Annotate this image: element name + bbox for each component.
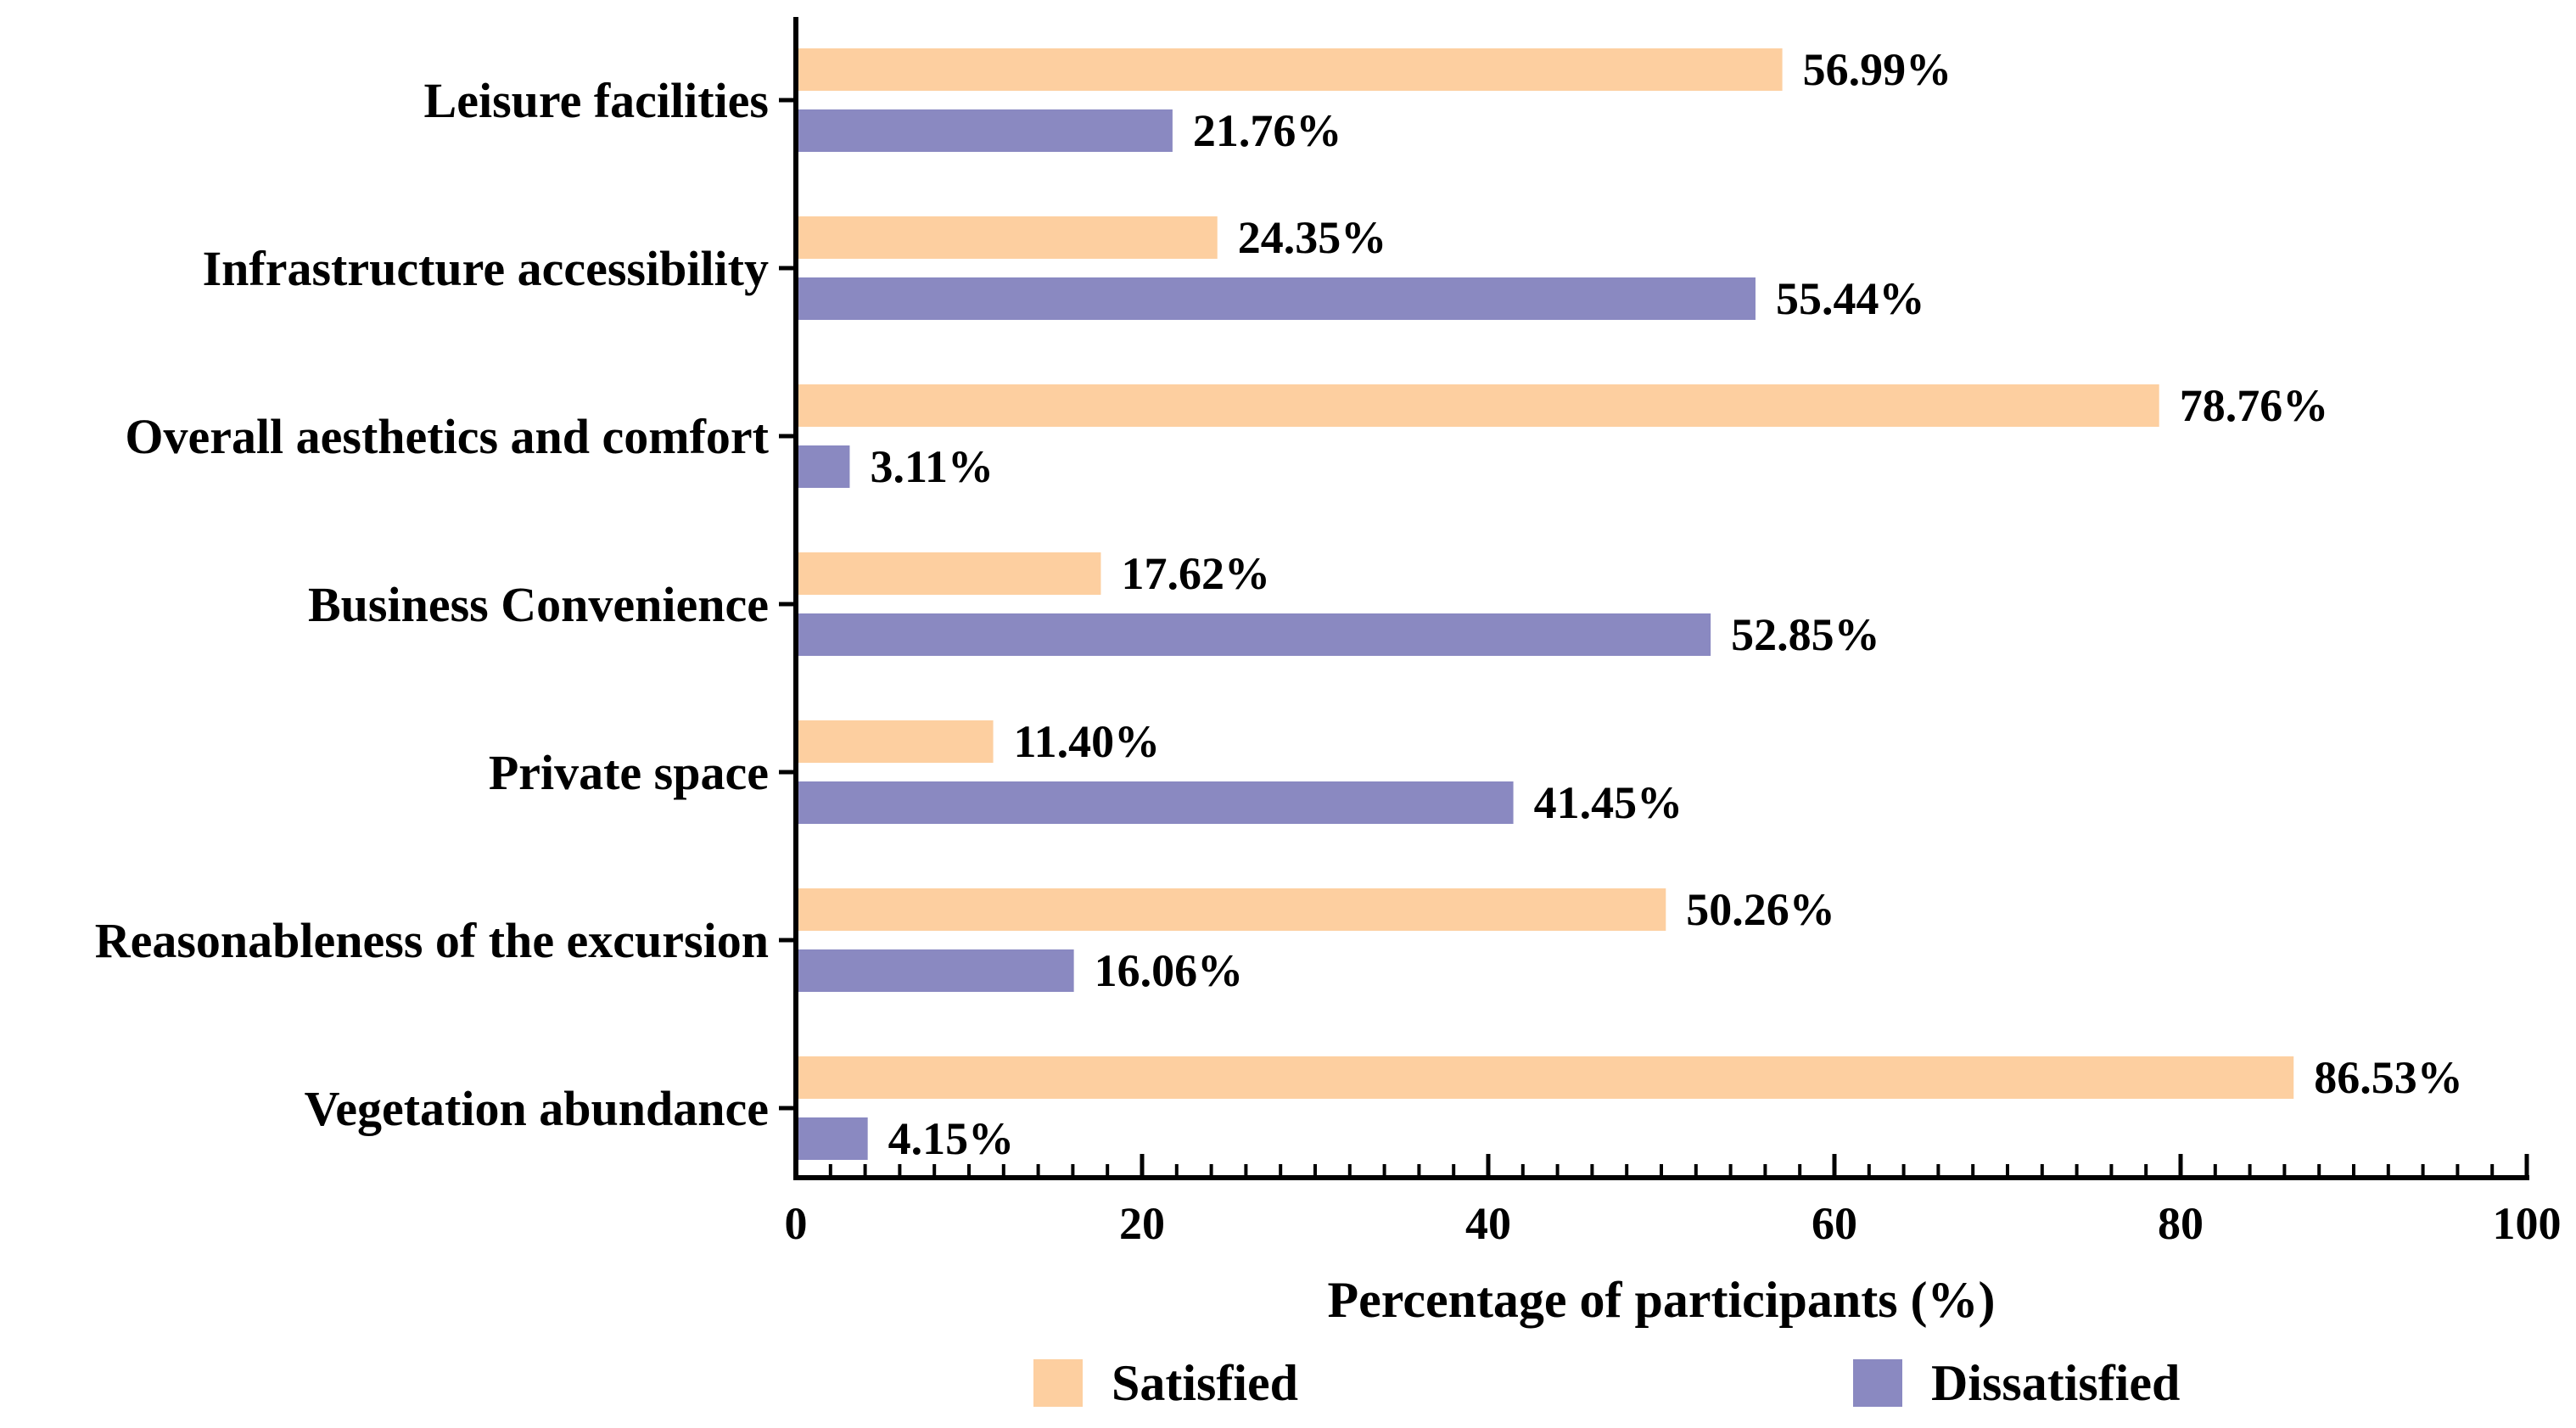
- category-label-5: Reasonableness of the excursion: [95, 913, 769, 968]
- x-tick-label-4: 80: [2158, 1198, 2204, 1249]
- value-label-dissatisfied-6: 4.15%: [888, 1113, 1015, 1164]
- category-labels-layer: Leisure facilities Infrastructure accessi…: [95, 73, 770, 1136]
- tick-labels-layer: 0 20 40 60 80 100: [785, 1198, 2562, 1249]
- value-labels-layer: 56.99% 21.76% 24.35% 55.44% 78.76% 3.11% 17.62…: [870, 44, 2462, 1164]
- category-label-1: Infrastructure accessibility: [203, 241, 769, 296]
- x-tick-label-5: 100: [2493, 1198, 2562, 1249]
- legend: Satisfied Dissatisfied: [1033, 1355, 2180, 1411]
- x-tick-label-2: 40: [1465, 1198, 1511, 1249]
- value-label-dissatisfied-2: 3.11%: [870, 441, 994, 492]
- bars-layer: [796, 48, 2294, 1160]
- value-label-dissatisfied-3: 52.85%: [1731, 609, 1880, 660]
- legend-swatch-dissatisfied: [1853, 1359, 1902, 1407]
- value-label-dissatisfied-1: 55.44%: [1776, 273, 1925, 324]
- bar-dissatisfied-6: [796, 1117, 868, 1160]
- axes-layer: [779, 17, 2529, 1180]
- bar-dissatisfied-0: [796, 109, 1173, 152]
- legend-label-satisfied: Satisfied: [1112, 1355, 1298, 1411]
- value-label-dissatisfied-0: 21.76%: [1193, 105, 1342, 156]
- bar-satisfied-1: [796, 216, 1218, 259]
- bar-satisfied-3: [796, 552, 1101, 595]
- bar-dissatisfied-1: [796, 277, 1756, 320]
- value-label-satisfied-3: 17.62%: [1121, 548, 1270, 599]
- legend-label-dissatisfied: Dissatisfied: [1931, 1355, 2180, 1411]
- category-label-3: Business Convenience: [308, 577, 769, 632]
- x-tick-label-1: 20: [1119, 1198, 1165, 1249]
- bar-satisfied-5: [796, 888, 1666, 931]
- category-label-0: Leisure facilities: [424, 73, 769, 128]
- legend-swatch-satisfied: [1033, 1359, 1083, 1407]
- value-label-satisfied-4: 11.40%: [1014, 716, 1161, 767]
- value-label-dissatisfied-4: 41.45%: [1534, 777, 1683, 828]
- category-label-4: Private space: [489, 745, 769, 800]
- bar-dissatisfied-5: [796, 949, 1074, 992]
- bar-satisfied-6: [796, 1056, 2294, 1099]
- x-tick-label-3: 60: [1812, 1198, 1857, 1249]
- value-label-satisfied-5: 50.26%: [1686, 884, 1835, 935]
- bar-dissatisfied-4: [796, 781, 1514, 824]
- value-label-satisfied-2: 78.76%: [2180, 380, 2329, 431]
- bar-dissatisfied-2: [796, 445, 850, 488]
- value-label-dissatisfied-5: 16.06%: [1095, 945, 1244, 996]
- bar-dissatisfied-3: [796, 613, 1711, 656]
- value-label-satisfied-1: 24.35%: [1238, 212, 1387, 263]
- value-label-satisfied-6: 86.53%: [2314, 1052, 2463, 1103]
- category-label-2: Overall aesthetics and comfort: [125, 409, 769, 464]
- value-label-satisfied-0: 56.99%: [1803, 44, 1952, 95]
- bar-satisfied-2: [796, 384, 2159, 427]
- x-axis-title: Percentage of participants (%): [1327, 1272, 1995, 1328]
- category-label-6: Vegetation abundance: [305, 1081, 769, 1136]
- x-tick-label-0: 0: [785, 1198, 808, 1249]
- bar-satisfied-4: [796, 720, 994, 763]
- bar-satisfied-0: [796, 48, 1783, 91]
